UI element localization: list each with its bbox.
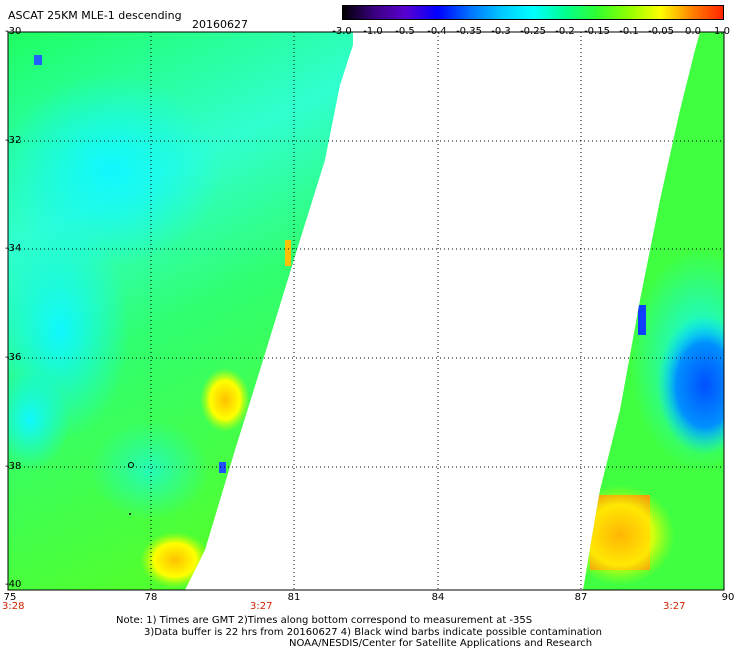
footnote-1: Note: 1) Times are GMT 2)Times along bot… — [116, 615, 533, 626]
colorbar — [342, 5, 724, 20]
colorbar-segment — [660, 5, 693, 20]
y-tick-label: -30 — [5, 26, 22, 37]
colorbar-segment — [373, 5, 407, 20]
colorbar-label: -0.1 — [619, 26, 639, 37]
time-label: 3:28 — [2, 601, 25, 612]
colorbar-label: 0.0 — [685, 26, 701, 37]
colorbar-label: -0.25 — [520, 26, 546, 37]
colorbar-label: -3.0 — [332, 26, 352, 37]
right-swath — [583, 32, 724, 590]
colorbar-segment — [342, 5, 375, 20]
x-tick-label: 78 — [144, 592, 158, 603]
left-swath — [8, 32, 353, 590]
colorbar-label: -0.2 — [555, 26, 575, 37]
colorbar-label: -0.5 — [395, 26, 415, 37]
colorbar-segment — [692, 5, 724, 20]
x-tick-label: 87 — [574, 592, 588, 603]
grid — [8, 32, 724, 590]
y-tick-label: -38 — [5, 461, 22, 472]
barb-mark — [129, 513, 131, 515]
colorbar-segment — [596, 5, 629, 20]
time-label: 3:27 — [663, 601, 686, 612]
y-tick-label: -36 — [5, 352, 22, 363]
colorbar-segment — [533, 5, 566, 20]
colorbar-border — [342, 5, 724, 20]
x-tick-label: 75 — [3, 592, 17, 603]
y-tick-label: -32 — [5, 135, 22, 146]
colorbar-label: 1.0 — [714, 26, 730, 37]
colorbar-labels: -3.0 -1.0 -0.5 -0.4 -0.35 -0.3 -0.25 -0.… — [0, 0, 740, 40]
colorbar-label: -0.35 — [456, 26, 482, 37]
x-tick-label: 90 — [721, 592, 735, 603]
colorbar-segment — [469, 5, 502, 20]
colorbar-segment — [501, 5, 534, 20]
colorbar-label: -0.3 — [491, 26, 511, 37]
y-tick-label: -40 — [5, 579, 22, 590]
colorbar-segment — [564, 5, 598, 20]
barb-mark — [128, 462, 134, 468]
colorbar-label: -1.0 — [363, 26, 383, 37]
colorbar-segment — [628, 5, 661, 20]
colorbar-label: -0.4 — [427, 26, 447, 37]
colorbar-segment — [437, 5, 470, 20]
map-date: 20160627 — [192, 18, 248, 31]
colorbar-label: -0.05 — [648, 26, 674, 37]
y-tick-label: -34 — [5, 243, 22, 254]
colorbar-segment — [405, 5, 438, 20]
map-title: ASCAT 25KM MLE-1 descending — [8, 9, 182, 22]
footnote-3: NOAA/NESDIS/Center for Satellite Applica… — [289, 638, 593, 649]
x-tick-label: 84 — [431, 592, 445, 603]
x-tick-label: 81 — [287, 592, 301, 603]
colorbar-label: -0.15 — [584, 26, 610, 37]
time-label: 3:27 — [250, 601, 273, 612]
footnote-2: 3)Data buffer is 22 hrs from 20160627 4)… — [144, 627, 602, 638]
